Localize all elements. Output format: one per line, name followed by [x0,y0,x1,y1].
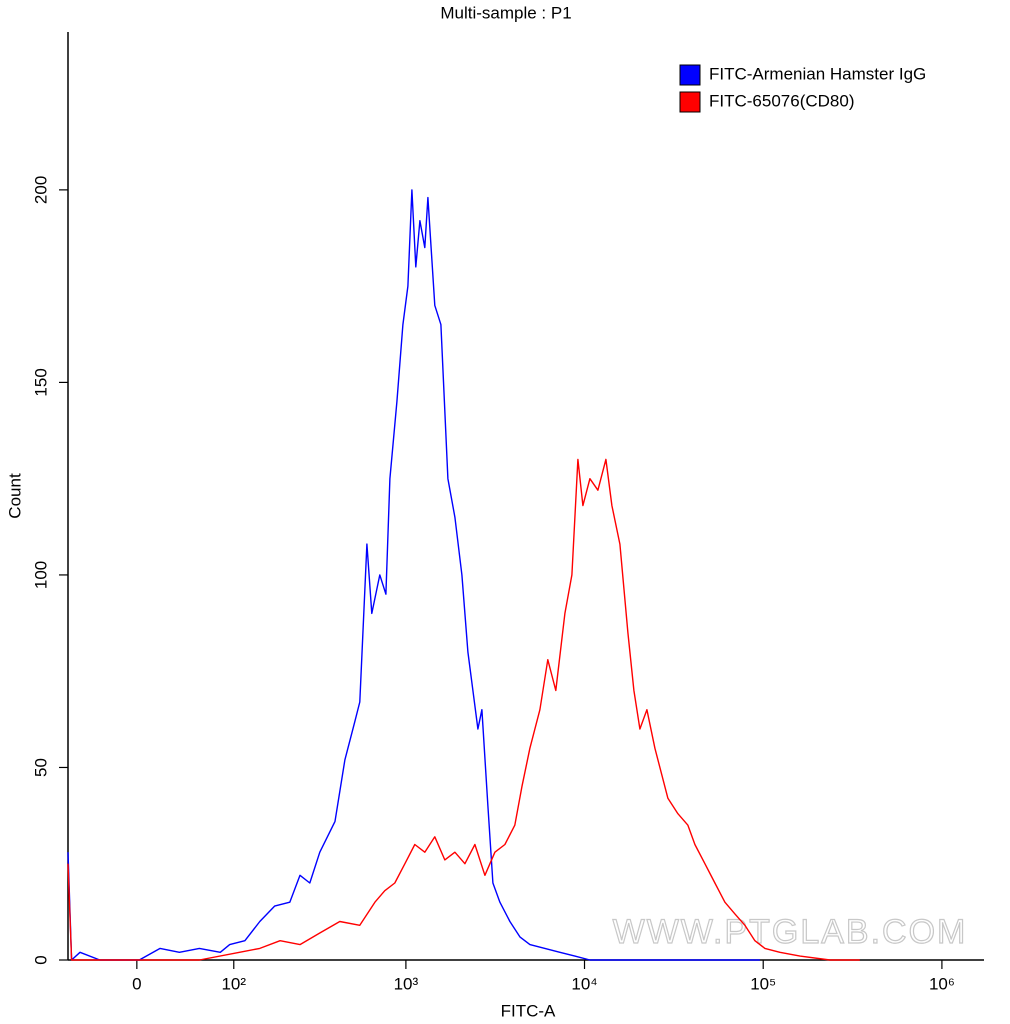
watermark: WWW.PTGLAB.COM [613,913,968,951]
x-tick-label: 10⁶ [929,974,955,993]
chart-title: Multi-sample : P1 [440,3,571,22]
histogram-line [67,189,760,961]
legend-label: FITC-65076(CD80) [709,91,855,110]
legend-swatch [679,64,701,86]
histogram-line [67,458,860,961]
x-tick-label: 0 [132,974,141,993]
y-tick-label: 200 [31,176,50,204]
x-tick-label: 10³ [394,974,419,993]
y-tick-label: 50 [31,758,50,777]
x-tick-label: 10⁴ [571,974,597,993]
y-tick-label: 100 [31,561,50,589]
x-axis-label: FITC-A [501,1001,556,1020]
y-tick-label: 0 [31,955,50,964]
y-axis-label: Count [5,473,24,519]
legend-label: FITC-Armenian Hamster IgG [709,64,926,83]
x-tick-label: 10⁵ [750,974,776,993]
legend-swatch [679,91,701,113]
x-tick-label: 10² [221,974,246,993]
y-tick-label: 150 [31,368,50,396]
